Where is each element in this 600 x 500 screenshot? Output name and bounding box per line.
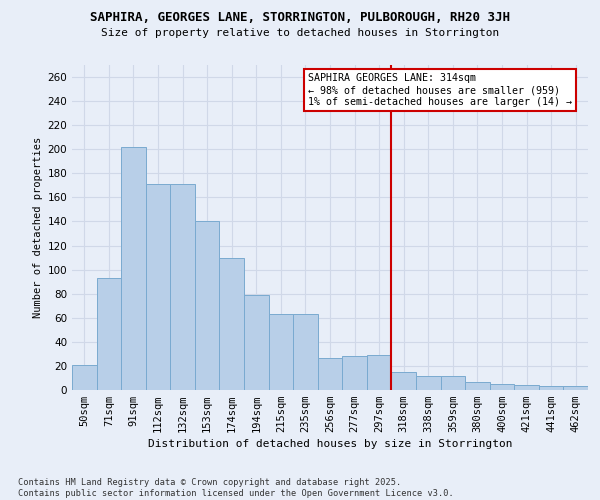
X-axis label: Distribution of detached houses by size in Storrington: Distribution of detached houses by size … — [148, 440, 512, 450]
Text: SAPHIRA, GEORGES LANE, STORRINGTON, PULBOROUGH, RH20 3JH: SAPHIRA, GEORGES LANE, STORRINGTON, PULB… — [90, 11, 510, 24]
Text: SAPHIRA GEORGES LANE: 314sqm
← 98% of detached houses are smaller (959)
1% of se: SAPHIRA GEORGES LANE: 314sqm ← 98% of de… — [308, 74, 572, 106]
Bar — [465, 382, 490, 390]
Bar — [244, 295, 269, 390]
Bar — [97, 278, 121, 390]
Bar — [539, 386, 563, 390]
Bar — [269, 314, 293, 390]
Text: Contains HM Land Registry data © Crown copyright and database right 2025.
Contai: Contains HM Land Registry data © Crown c… — [18, 478, 454, 498]
Bar — [293, 314, 318, 390]
Bar — [72, 364, 97, 390]
Text: Size of property relative to detached houses in Storrington: Size of property relative to detached ho… — [101, 28, 499, 38]
Bar — [490, 384, 514, 390]
Bar — [563, 386, 588, 390]
Y-axis label: Number of detached properties: Number of detached properties — [33, 137, 43, 318]
Bar — [170, 184, 195, 390]
Bar — [220, 258, 244, 390]
Bar — [146, 184, 170, 390]
Bar — [318, 358, 342, 390]
Bar — [342, 356, 367, 390]
Bar — [440, 376, 465, 390]
Bar — [121, 147, 146, 390]
Bar — [195, 222, 220, 390]
Bar — [391, 372, 416, 390]
Bar — [367, 355, 391, 390]
Bar — [514, 385, 539, 390]
Bar — [416, 376, 440, 390]
